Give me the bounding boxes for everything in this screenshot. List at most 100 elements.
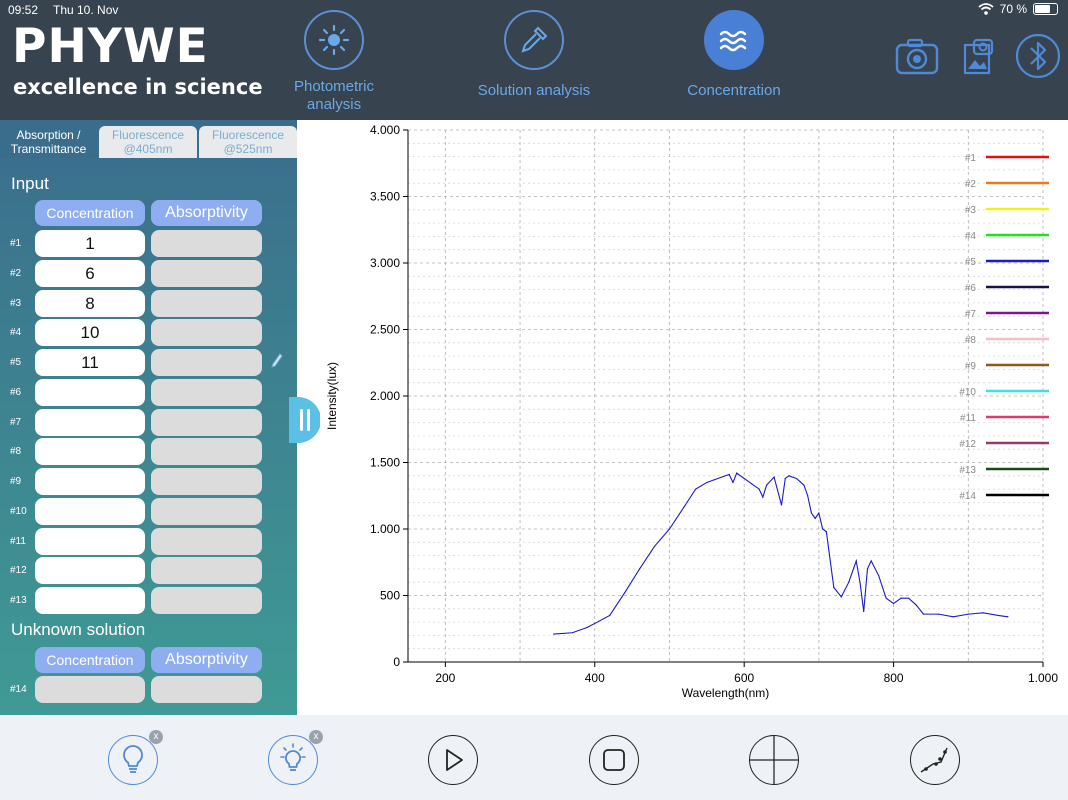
bottom-toolbar: x x <box>0 715 1068 800</box>
data-point <box>900 597 902 599</box>
data-point <box>863 610 865 613</box>
data-point <box>609 614 611 617</box>
data-point <box>967 613 969 615</box>
data-point <box>571 632 573 634</box>
concentration-field[interactable]: 10 <box>35 319 145 347</box>
status-time: 09:52 <box>8 3 39 17</box>
data-point <box>892 602 895 605</box>
row-label: #4 <box>10 327 22 339</box>
row-label: #2 <box>10 267 22 279</box>
close-badge[interactable]: x <box>309 730 323 744</box>
data-point <box>780 504 783 506</box>
status-right: 70 % <box>978 2 1058 16</box>
concentration-field[interactable] <box>35 468 145 495</box>
play-icon <box>446 749 463 771</box>
data-point <box>762 496 764 498</box>
concentration-field[interactable] <box>35 408 145 436</box>
tab-fluorescence-405[interactable]: Fluorescence @405nm <box>99 126 197 158</box>
legend-label: #2 <box>965 179 977 190</box>
data-point <box>922 613 925 615</box>
curve-fit-icon <box>920 747 948 773</box>
panel-collapse-handle[interactable] <box>289 397 321 443</box>
legend-label: #9 <box>965 361 977 372</box>
tab-fluorescence-525[interactable]: Fluorescence @525nm <box>199 126 297 158</box>
light-source-icon <box>123 745 143 773</box>
curve-fit-button[interactable] <box>910 735 960 785</box>
row-label: #1 <box>10 238 22 249</box>
data-point <box>728 473 730 476</box>
concentration-field[interactable] <box>35 557 145 585</box>
stop-button[interactable] <box>589 735 639 785</box>
photo-gallery-icon[interactable] <box>955 32 1003 80</box>
y-tick-label: 3.000 <box>370 256 400 270</box>
data-point <box>732 481 734 484</box>
mode-solution-analysis[interactable]: Solution analysis <box>464 10 604 99</box>
concentration-field[interactable]: 1 <box>35 230 145 257</box>
data-point <box>683 505 686 507</box>
absorptivity-field[interactable] <box>151 527 262 555</box>
bluetooth-icon[interactable] <box>1014 32 1062 80</box>
absorptivity-field[interactable] <box>151 408 262 436</box>
legend-label: #14 <box>959 491 976 502</box>
input-panel: Absorption / Transmittance Fluorescence … <box>0 120 297 715</box>
x-axis-label: Wavelength(nm) <box>682 686 770 700</box>
wifi-icon <box>978 3 994 15</box>
play-button[interactable] <box>428 735 478 785</box>
close-badge[interactable]: x <box>149 730 163 744</box>
absorptivity-field[interactable] <box>151 378 262 406</box>
x-tick-label: 1.000 <box>1028 671 1058 685</box>
unknown-concentration-field[interactable] <box>35 676 145 703</box>
data-point <box>907 597 910 599</box>
unknown-absorptivity-header: Absorptivity <box>151 647 262 673</box>
data-point <box>743 477 745 480</box>
row-label: #13 <box>10 595 27 606</box>
absorptivity-field[interactable] <box>151 259 262 287</box>
concentration-field[interactable]: 8 <box>35 289 145 317</box>
unknown-absorptivity-field[interactable] <box>151 676 262 703</box>
legend-label: #7 <box>965 309 977 320</box>
x-tick-label: 800 <box>884 671 904 685</box>
concentration-field[interactable] <box>35 587 145 614</box>
concentration-field[interactable] <box>35 378 145 406</box>
data-point <box>915 604 917 606</box>
y-tick-label: 1.500 <box>370 456 400 470</box>
concentration-field[interactable] <box>35 438 145 466</box>
absorptivity-field[interactable] <box>151 497 262 525</box>
legend-label: #1 <box>965 153 977 164</box>
absorptivity-field[interactable] <box>151 468 262 495</box>
pipette-icon <box>504 10 564 70</box>
status-bar: 09:52 Thu 10. Nov 70 % <box>0 0 1068 20</box>
concentration-field[interactable]: 11 <box>35 349 145 376</box>
crosshair-button[interactable] <box>749 735 799 785</box>
y-tick-label: 3.500 <box>370 190 400 204</box>
camera-icon[interactable] <box>893 32 941 80</box>
pencil-icon[interactable] <box>270 352 284 375</box>
concentration-field[interactable]: 6 <box>35 259 145 287</box>
absorptivity-field[interactable] <box>151 289 262 317</box>
tab-absorption-transmittance[interactable]: Absorption / Transmittance <box>0 126 97 158</box>
data-point <box>878 574 880 577</box>
input-title: Input <box>11 174 49 193</box>
concentration-field[interactable] <box>35 497 145 525</box>
absorptivity-field[interactable] <box>151 349 262 376</box>
data-point <box>758 488 760 490</box>
light-source-button[interactable]: x <box>108 730 163 785</box>
data-point <box>982 612 984 614</box>
data-point <box>1007 616 1009 618</box>
absorptivity-field[interactable] <box>151 438 262 466</box>
absorptivity-field[interactable] <box>151 587 262 614</box>
legend-label: #6 <box>965 283 977 294</box>
waves-icon <box>704 10 764 70</box>
status-date: Thu 10. Nov <box>53 3 119 17</box>
y-tick-label: 2.500 <box>370 323 400 337</box>
mode-concentration[interactable]: Concentration <box>664 10 804 99</box>
light-calibrate-button[interactable]: x <box>268 730 323 785</box>
absorptivity-field[interactable] <box>151 230 262 257</box>
data-point <box>952 616 954 618</box>
data-point <box>795 477 798 480</box>
absorptivity-field[interactable] <box>151 319 262 347</box>
absorptivity-field[interactable] <box>151 557 262 585</box>
concentration-field[interactable] <box>35 527 145 555</box>
mode-label: Concentration <box>687 82 781 99</box>
mode-photometric-analysis[interactable]: Photometric analysis <box>264 10 404 114</box>
